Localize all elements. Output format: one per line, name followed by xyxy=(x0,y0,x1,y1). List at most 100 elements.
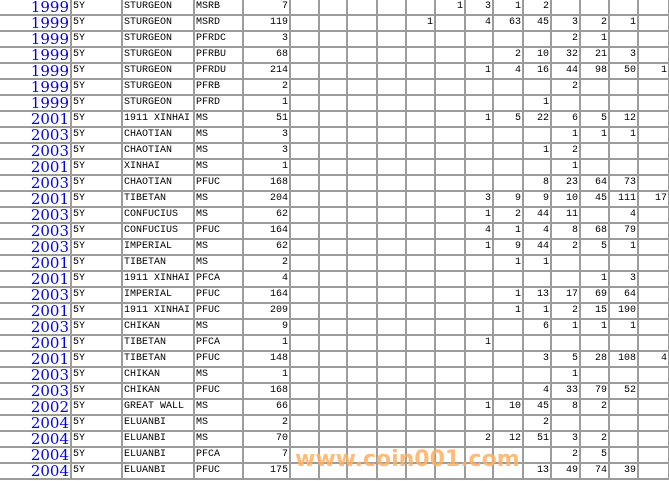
year-link[interactable]: 1999 xyxy=(0,46,72,64)
grade-count-cell xyxy=(405,302,436,320)
code-cell: PFUC xyxy=(193,302,244,320)
year-link[interactable]: 1999 xyxy=(0,62,72,80)
grade-count-cell: 2 xyxy=(464,430,494,448)
grade-count-cell: 6 xyxy=(522,318,552,336)
year-link[interactable]: 2003 xyxy=(0,126,72,144)
grade-count-cell xyxy=(405,382,436,400)
year-link[interactable]: 2001 xyxy=(0,334,72,352)
grade-count-cell: 2 xyxy=(550,446,581,464)
grade-count-cell xyxy=(637,78,669,96)
grade-count-cell xyxy=(318,334,348,352)
name-cell: 1911 XINHAI xyxy=(121,270,195,288)
name-cell: ELUANBI xyxy=(121,414,195,432)
grade-count-cell xyxy=(522,366,552,384)
grade-count-cell: 5 xyxy=(579,110,610,128)
year-link[interactable]: 1999 xyxy=(0,0,72,16)
year-link[interactable]: 2003 xyxy=(0,238,72,256)
total-cell: 66 xyxy=(242,398,291,416)
year-link[interactable]: 1999 xyxy=(0,94,72,112)
year-link[interactable]: 2001 xyxy=(0,270,72,288)
grade-count-cell xyxy=(608,430,639,448)
code-cell: MS xyxy=(193,190,244,208)
grade-count-cell xyxy=(346,302,378,320)
term-cell: 5Y xyxy=(70,174,123,192)
year-link[interactable]: 1999 xyxy=(0,78,72,96)
table-row: 2003 5Y CONFUCIUS PFUC 164 4 1 4 8 68 79 xyxy=(0,222,669,240)
code-cell: MS xyxy=(193,318,244,336)
year-link[interactable]: 2003 xyxy=(0,222,72,240)
term-cell: 5Y xyxy=(70,270,123,288)
grade-count-cell xyxy=(608,158,639,176)
code-cell: PFRBU xyxy=(193,46,244,64)
term-cell: 5Y xyxy=(70,158,123,176)
year-link[interactable]: 2002 xyxy=(0,398,72,416)
year-link[interactable]: 2003 xyxy=(0,366,72,384)
grade-count-cell xyxy=(492,382,524,400)
grade-count-cell xyxy=(289,366,320,384)
grade-count-cell xyxy=(318,206,348,224)
grade-count-cell xyxy=(346,14,378,32)
grade-count-cell xyxy=(434,174,466,192)
year-link[interactable]: 2003 xyxy=(0,174,72,192)
grade-count-cell xyxy=(405,366,436,384)
year-link[interactable]: 2001 xyxy=(0,110,72,128)
grade-count-cell xyxy=(346,286,378,304)
code-cell: PFUC xyxy=(193,382,244,400)
year-link[interactable]: 2004 xyxy=(0,462,72,480)
table-row: 2003 5Y CONFUCIUS MS 62 1 2 44 11 4 xyxy=(0,206,669,224)
grade-count-cell xyxy=(434,14,466,32)
name-cell: TIBETAN xyxy=(121,190,195,208)
grade-count-cell xyxy=(405,206,436,224)
grade-count-cell xyxy=(637,254,669,272)
grade-count-cell: 1 xyxy=(434,0,466,16)
year-link[interactable]: 2003 xyxy=(0,142,72,160)
grade-count-cell xyxy=(376,190,407,208)
year-link[interactable]: 2003 xyxy=(0,286,72,304)
grade-count-cell xyxy=(376,126,407,144)
table-row: 2004 5Y ELUANBI PFCA 7 2 5 xyxy=(0,446,669,464)
grade-count-cell xyxy=(579,206,610,224)
year-link[interactable]: 2001 xyxy=(0,350,72,368)
year-link[interactable]: 1999 xyxy=(0,30,72,48)
grade-count-cell: 49 xyxy=(550,462,581,480)
grade-count-cell xyxy=(434,382,466,400)
grade-count-cell xyxy=(289,78,320,96)
grade-count-cell xyxy=(492,350,524,368)
year-link[interactable]: 2004 xyxy=(0,446,72,464)
year-link[interactable]: 2001 xyxy=(0,254,72,272)
year-link[interactable]: 2001 xyxy=(0,190,72,208)
grade-count-cell xyxy=(464,366,494,384)
grade-count-cell xyxy=(376,286,407,304)
grade-count-cell xyxy=(550,414,581,432)
grade-count-cell xyxy=(434,94,466,112)
total-cell: 3 xyxy=(242,126,291,144)
grade-count-cell xyxy=(637,318,669,336)
year-link[interactable]: 2003 xyxy=(0,318,72,336)
grade-count-cell: 1 xyxy=(464,334,494,352)
grade-count-cell xyxy=(346,46,378,64)
year-link[interactable]: 2003 xyxy=(0,382,72,400)
grade-count-cell xyxy=(434,190,466,208)
grade-count-cell xyxy=(318,302,348,320)
grade-count-cell xyxy=(318,318,348,336)
term-cell: 5Y xyxy=(70,110,123,128)
grade-count-cell: 1 xyxy=(492,222,524,240)
grade-count-cell xyxy=(464,350,494,368)
total-cell: 4 xyxy=(242,270,291,288)
grade-count-cell xyxy=(346,206,378,224)
grade-count-cell xyxy=(434,462,466,480)
year-link[interactable]: 2004 xyxy=(0,430,72,448)
grade-count-cell xyxy=(346,430,378,448)
grade-count-cell xyxy=(346,254,378,272)
total-cell: 3 xyxy=(242,30,291,48)
year-link[interactable]: 1999 xyxy=(0,14,72,32)
grade-count-cell xyxy=(637,238,669,256)
year-link[interactable]: 2001 xyxy=(0,302,72,320)
year-link[interactable]: 2003 xyxy=(0,206,72,224)
year-link[interactable]: 2004 xyxy=(0,414,72,432)
year-link[interactable]: 2001 xyxy=(0,158,72,176)
grade-count-cell xyxy=(289,0,320,16)
grade-count-cell: 44 xyxy=(522,206,552,224)
grade-count-cell: 1 xyxy=(492,286,524,304)
grade-count-cell xyxy=(376,270,407,288)
